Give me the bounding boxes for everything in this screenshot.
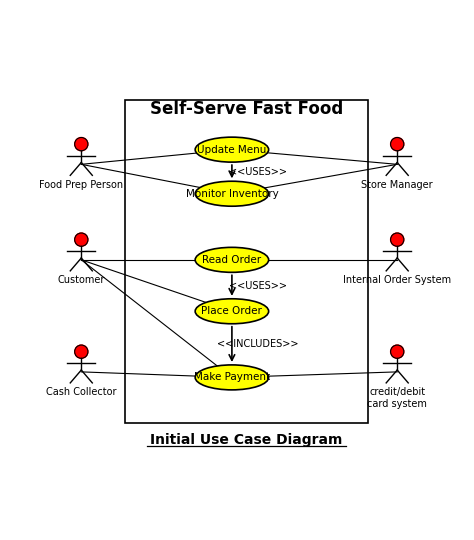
Text: <<USES>>: <<USES>>	[228, 167, 287, 177]
Text: Make Payment: Make Payment	[194, 373, 270, 382]
Text: <<INCLUDES>>: <<INCLUDES>>	[217, 339, 298, 349]
Text: Food Prep Person: Food Prep Person	[39, 180, 123, 190]
Text: Self-Serve Fast Food: Self-Serve Fast Food	[150, 100, 343, 118]
Text: credit/debit
card system: credit/debit card system	[367, 387, 427, 409]
Circle shape	[391, 138, 404, 151]
Circle shape	[391, 233, 404, 246]
Text: Store Manager: Store Manager	[361, 180, 433, 190]
Text: Monitor Inventory: Monitor Inventory	[185, 188, 278, 199]
Ellipse shape	[195, 137, 269, 162]
Circle shape	[75, 345, 88, 359]
Text: <<USES>>: <<USES>>	[228, 281, 287, 291]
Ellipse shape	[195, 299, 269, 324]
Ellipse shape	[195, 247, 269, 272]
Text: Customer: Customer	[58, 275, 105, 285]
Text: Read Order: Read Order	[202, 255, 262, 265]
Circle shape	[391, 345, 404, 359]
Text: Update Menu: Update Menu	[197, 145, 266, 154]
Ellipse shape	[195, 365, 269, 390]
Circle shape	[75, 233, 88, 246]
Text: Initial Use Case Diagram: Initial Use Case Diagram	[150, 433, 343, 447]
Text: Internal Order System: Internal Order System	[343, 275, 451, 285]
Text: Place Order: Place Order	[201, 306, 262, 316]
Text: Cash Collector: Cash Collector	[46, 387, 117, 397]
Circle shape	[75, 138, 88, 151]
FancyBboxPatch shape	[125, 100, 368, 423]
Ellipse shape	[195, 181, 269, 206]
